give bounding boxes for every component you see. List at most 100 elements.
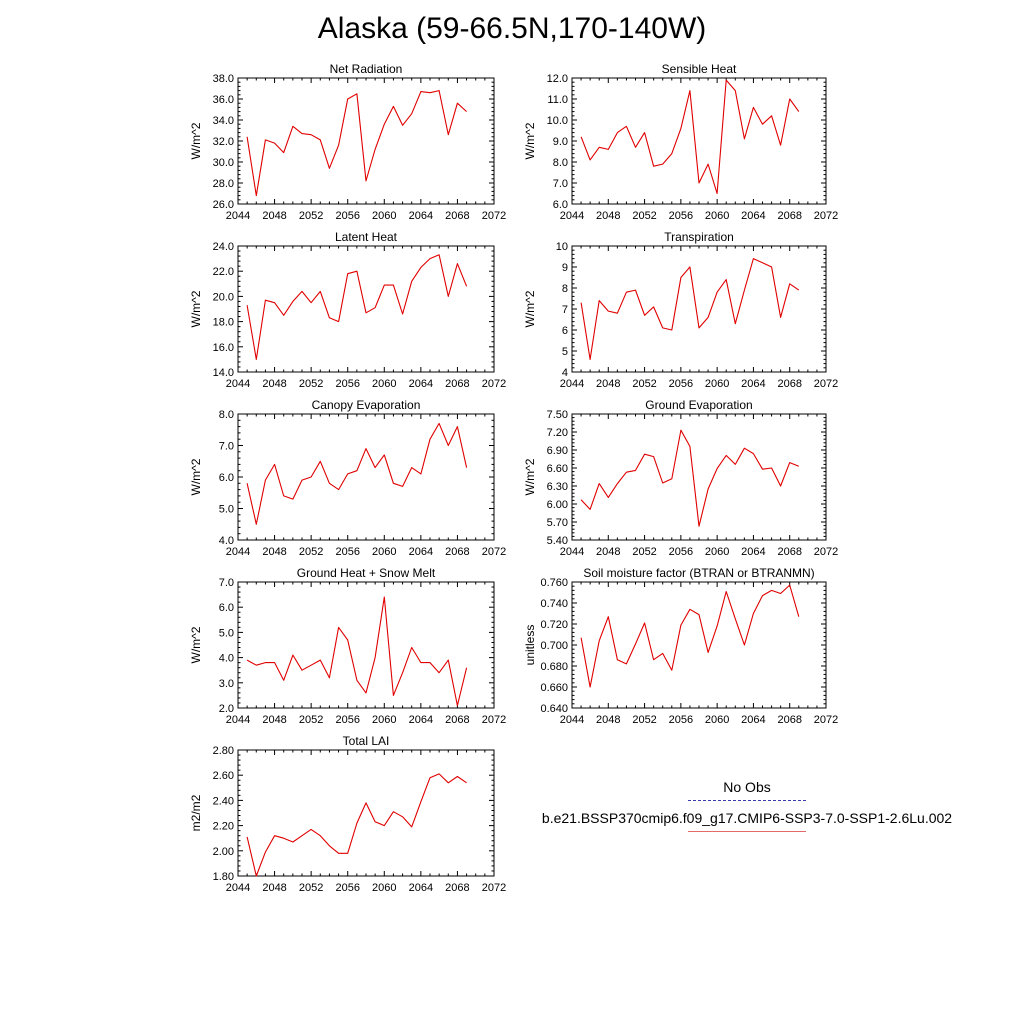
x-tick-label: 2072 [814,378,838,390]
x-tick-label: 2060 [705,714,729,726]
y-tick-label: 7.50 [547,409,568,421]
x-tick-label: 2044 [560,378,584,390]
chart-panel-5: Ground Evaporation W/m^2 2044 2048 2052 2056 2… [523,398,838,558]
x-tick-label: 2060 [705,210,729,222]
y-tick-label: 7.20 [547,427,568,439]
x-tick-label: 2068 [445,210,469,222]
chart-panel-4: Canopy Evaporation W/m^2 2044 2048 2052 2056 2… [189,398,506,558]
figure-title: Alaska (59-66.5N,170-140W) [317,12,707,45]
y-axis-label: W/m^2 [523,458,537,495]
panel-title: Ground Evaporation [645,398,752,412]
x-tick-label: 2056 [669,210,693,222]
y-tick-label: 34.0 [213,115,234,127]
legend-label-simulation: b.e21.BSSP370cmip6.f09_g17.CMIP6-SSP3-7.… [541,810,953,826]
legend-swatch-no-obs [688,800,806,801]
x-tick-label: 2044 [226,210,250,222]
y-tick-label: 1.80 [213,871,234,883]
y-tick-label: 0.700 [540,640,568,652]
x-tick-label: 2072 [482,378,506,390]
x-tick-label: 2048 [262,714,286,726]
legend-swatch-simulation [688,831,806,832]
x-tick-label: 2060 [372,882,396,894]
legend-label-no-obs: No Obs [723,779,771,795]
x-tick-label: 2064 [409,378,433,390]
x-tick-label: 2060 [372,378,396,390]
x-tick-label: 2048 [596,714,620,726]
x-tick-label: 2072 [814,546,838,558]
x-tick-label: 2064 [741,546,765,558]
x-tick-label: 2044 [560,714,584,726]
y-tick-label: 0.640 [540,703,568,715]
plot-frame [571,413,827,541]
y-tick-label: 10.0 [547,115,568,127]
x-tick-label: 2060 [372,546,396,558]
plot-frame [237,77,495,205]
x-tick-label: 2064 [409,546,433,558]
x-tick-label: 2048 [596,210,620,222]
y-axis-label: m2/m2 [189,794,203,831]
x-tick-label: 2048 [596,378,620,390]
x-tick-label: 2044 [226,546,250,558]
x-tick-label: 2044 [226,882,250,894]
x-tick-label: 2068 [777,546,801,558]
plot-frame [237,749,495,877]
y-axis-label: unitless [523,625,537,666]
panel-title: Soil moisture factor (BTRAN or BTRANMN) [583,566,814,580]
y-tick-label: 2.20 [213,821,234,833]
panel-title: Total LAI [343,734,390,748]
y-tick-label: 28.0 [213,178,234,190]
chart-panel-3: Transpiration W/m^2 2044 2048 2052 2056 2060 20… [523,230,838,390]
x-tick-label: 2072 [482,546,506,558]
x-tick-label: 2048 [596,546,620,558]
panel-title: Ground Heat + Snow Melt [297,566,436,580]
y-tick-label: 30.0 [213,157,234,169]
plot-frame [571,77,827,205]
x-tick-label: 2064 [741,378,765,390]
y-tick-label: 9 [562,262,568,274]
y-tick-label: 6.90 [547,445,568,457]
y-tick-label: 36.0 [213,94,234,106]
plot-frame [237,581,495,709]
plot-frame [237,245,495,373]
panel-title: Transpiration [664,230,734,244]
y-tick-label: 5.0 [219,504,234,516]
y-tick-label: 5.70 [547,517,568,529]
chart-panel-6: Ground Heat + Snow Melt W/m^2 2044 2048 2052… [189,566,506,726]
y-tick-label: 0.660 [540,682,568,694]
y-tick-label: 5.0 [219,627,234,639]
series-line-0 [246,422,468,525]
x-tick-label: 2068 [445,378,469,390]
x-tick-label: 2052 [632,210,656,222]
x-tick-label: 2044 [560,546,584,558]
series-line-0 [246,254,468,360]
y-tick-label: 20.0 [213,291,234,303]
y-tick-label: 6.0 [219,602,234,614]
y-tick-label: 38.0 [213,73,234,85]
y-axis-label: W/m^2 [523,290,537,327]
x-tick-label: 2052 [299,882,323,894]
x-tick-label: 2056 [335,378,359,390]
x-tick-label: 2052 [632,546,656,558]
y-tick-label: 7.0 [553,178,568,190]
panel-title: Canopy Evaporation [312,398,421,412]
y-tick-label: 14.0 [213,367,234,379]
panel-title: Latent Heat [335,230,398,244]
y-axis-label: W/m^2 [189,122,203,159]
x-tick-label: 2056 [669,714,693,726]
plot-frame [237,413,495,541]
y-tick-label: 16.0 [213,342,234,354]
y-tick-label: 0.720 [540,619,568,631]
y-tick-label: 2.80 [213,745,234,757]
x-tick-label: 2052 [299,546,323,558]
y-tick-label: 0.740 [540,598,568,610]
y-tick-label: 12.0 [547,73,568,85]
x-tick-label: 2072 [482,210,506,222]
y-tick-label: 11.0 [547,94,568,106]
y-tick-label: 6.0 [553,199,568,211]
x-tick-label: 2068 [777,378,801,390]
x-tick-label: 2056 [335,546,359,558]
plot-frame [571,581,827,709]
x-tick-label: 2064 [741,714,765,726]
x-tick-label: 2048 [262,210,286,222]
x-tick-label: 2068 [777,210,801,222]
